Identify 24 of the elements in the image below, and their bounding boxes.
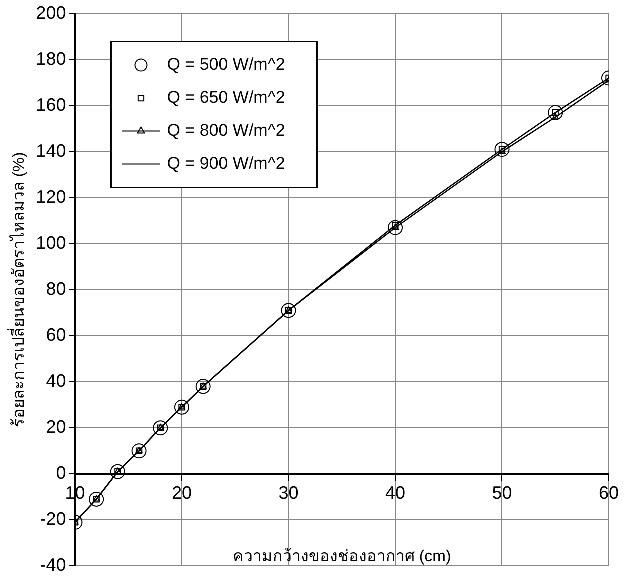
legend-label: Q = 900 W/m^2	[167, 154, 286, 173]
y-tick-label: -20	[40, 509, 66, 530]
y-tick-label: 60	[46, 325, 66, 345]
y-tick-label: 180	[36, 48, 66, 69]
legend-label: Q = 800 W/m^2	[167, 120, 286, 140]
x-axis-title: ความกว้างของช่องอากาศ (cm)	[232, 548, 452, 566]
y-tick-label: 120	[36, 186, 66, 207]
y-tick-label: 80	[46, 278, 66, 299]
y-tick-label: 0	[56, 463, 66, 484]
y-tick-label: -40	[40, 555, 66, 576]
legend-label: Q = 500 W/m^2	[167, 54, 286, 74]
y-tick-label: 160	[36, 94, 66, 115]
y-tick-label: 140	[36, 140, 66, 161]
y-tick-label: 100	[36, 232, 66, 253]
x-tick-label: 40	[385, 482, 406, 503]
x-tick-label: 20	[172, 482, 192, 503]
x-tick-label: 50	[492, 482, 512, 503]
y-axis-title: ร้อยละการเปลี่ยนของอัตราไหลมวล (%)	[7, 152, 28, 428]
x-tick-label: 30	[278, 482, 299, 503]
y-tick-label: 200	[36, 2, 66, 23]
y-tick-label: 20	[46, 417, 66, 438]
x-tick-label: 60	[598, 482, 620, 503]
y-tick-label: 40	[46, 371, 66, 392]
legend-label: Q = 650 W/m^2	[167, 88, 286, 107]
